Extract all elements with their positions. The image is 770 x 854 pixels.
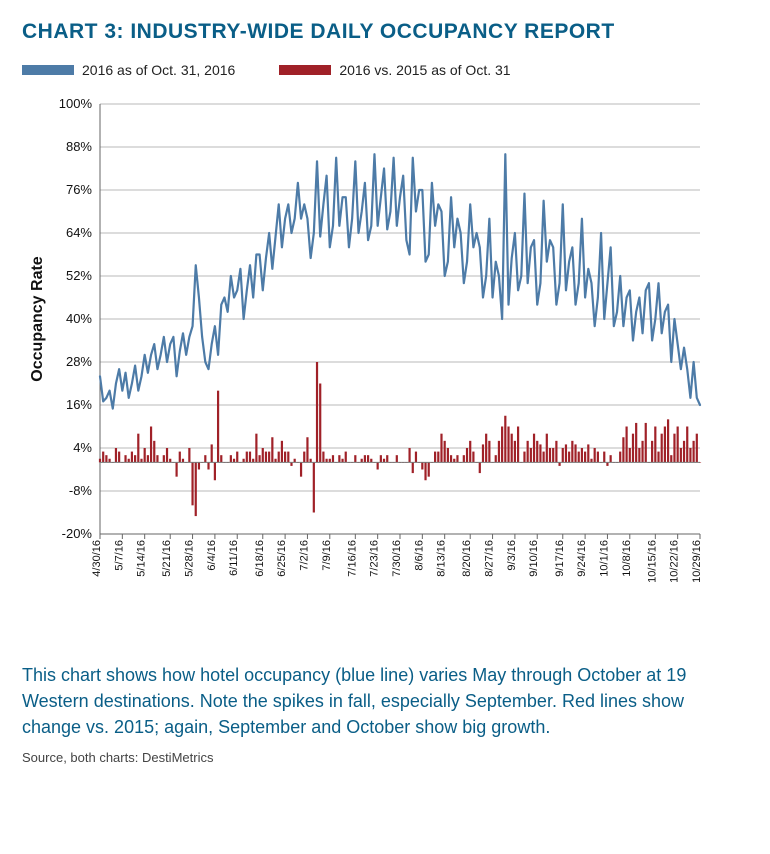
svg-text:100%: 100% bbox=[59, 96, 93, 111]
legend: 2016 as of Oct. 31, 2016 2016 vs. 2015 a… bbox=[22, 62, 748, 78]
svg-text:Occupancy Rate: Occupancy Rate bbox=[29, 256, 46, 381]
svg-text:7/30/16: 7/30/16 bbox=[391, 540, 403, 577]
svg-text:9/24/16: 9/24/16 bbox=[576, 540, 588, 577]
legend-item-line: 2016 as of Oct. 31, 2016 bbox=[22, 62, 235, 78]
svg-text:10/22/16: 10/22/16 bbox=[669, 540, 681, 583]
svg-text:8/20/16: 8/20/16 bbox=[461, 540, 473, 577]
svg-text:7/23/16: 7/23/16 bbox=[369, 540, 381, 577]
svg-text:52%: 52% bbox=[66, 268, 92, 283]
legend-swatch-line bbox=[22, 65, 74, 75]
svg-text:64%: 64% bbox=[66, 225, 92, 240]
svg-text:8/27/16: 8/27/16 bbox=[484, 540, 496, 577]
svg-text:10/29/16: 10/29/16 bbox=[691, 540, 703, 583]
svg-text:10/15/16: 10/15/16 bbox=[646, 540, 658, 583]
svg-text:7/2/16: 7/2/16 bbox=[298, 540, 310, 571]
svg-text:5/7/16: 5/7/16 bbox=[113, 540, 125, 571]
svg-text:9/3/16: 9/3/16 bbox=[506, 540, 518, 571]
svg-text:28%: 28% bbox=[66, 354, 92, 369]
chart-container: CHART 3: INDUSTRY-WIDE DAILY OCCUPANCY R… bbox=[0, 0, 770, 854]
chart-plot: -20% -8% 4% 16% 28% 40% 52% 64% 76% 88% 100% 4/30/1… bbox=[22, 96, 748, 636]
svg-text:5/21/16: 5/21/16 bbox=[161, 540, 173, 577]
chart-caption: This chart shows how hotel occupancy (bl… bbox=[22, 662, 748, 740]
svg-text:40%: 40% bbox=[66, 311, 92, 326]
chart-title: CHART 3: INDUSTRY-WIDE DAILY OCCUPANCY R… bbox=[22, 20, 748, 44]
legend-label-bar: 2016 vs. 2015 as of Oct. 31 bbox=[339, 62, 510, 78]
svg-text:-20%: -20% bbox=[62, 526, 93, 541]
svg-text:5/28/16: 5/28/16 bbox=[184, 540, 196, 577]
svg-text:10/8/16: 10/8/16 bbox=[621, 540, 633, 577]
svg-text:-8%: -8% bbox=[69, 483, 93, 498]
svg-text:88%: 88% bbox=[66, 139, 92, 154]
svg-text:7/9/16: 7/9/16 bbox=[321, 540, 333, 571]
svg-text:16%: 16% bbox=[66, 397, 92, 412]
svg-text:4%: 4% bbox=[73, 440, 92, 455]
chart-svg: -20% -8% 4% 16% 28% 40% 52% 64% 76% 88% 100% 4/30/1… bbox=[22, 96, 722, 616]
svg-text:4/30/16: 4/30/16 bbox=[91, 540, 103, 577]
svg-text:5/14/16: 5/14/16 bbox=[136, 540, 148, 577]
svg-text:6/11/16: 6/11/16 bbox=[228, 540, 240, 576]
svg-text:8/6/16: 8/6/16 bbox=[413, 540, 425, 571]
svg-text:10/1/16: 10/1/16 bbox=[598, 540, 610, 577]
svg-text:7/16/16: 7/16/16 bbox=[346, 540, 358, 577]
legend-label-line: 2016 as of Oct. 31, 2016 bbox=[82, 62, 235, 78]
svg-text:9/10/16: 9/10/16 bbox=[528, 540, 540, 577]
svg-text:6/18/16: 6/18/16 bbox=[254, 540, 266, 577]
chart-source: Source, both charts: DestiMetrics bbox=[22, 750, 748, 765]
svg-text:8/13/16: 8/13/16 bbox=[436, 540, 448, 577]
legend-swatch-bar bbox=[279, 65, 331, 75]
svg-text:9/17/16: 9/17/16 bbox=[554, 540, 566, 577]
svg-text:6/4/16: 6/4/16 bbox=[206, 540, 218, 571]
svg-text:6/25/16: 6/25/16 bbox=[276, 540, 288, 577]
legend-item-bar: 2016 vs. 2015 as of Oct. 31 bbox=[279, 62, 510, 78]
svg-text:76%: 76% bbox=[66, 182, 92, 197]
